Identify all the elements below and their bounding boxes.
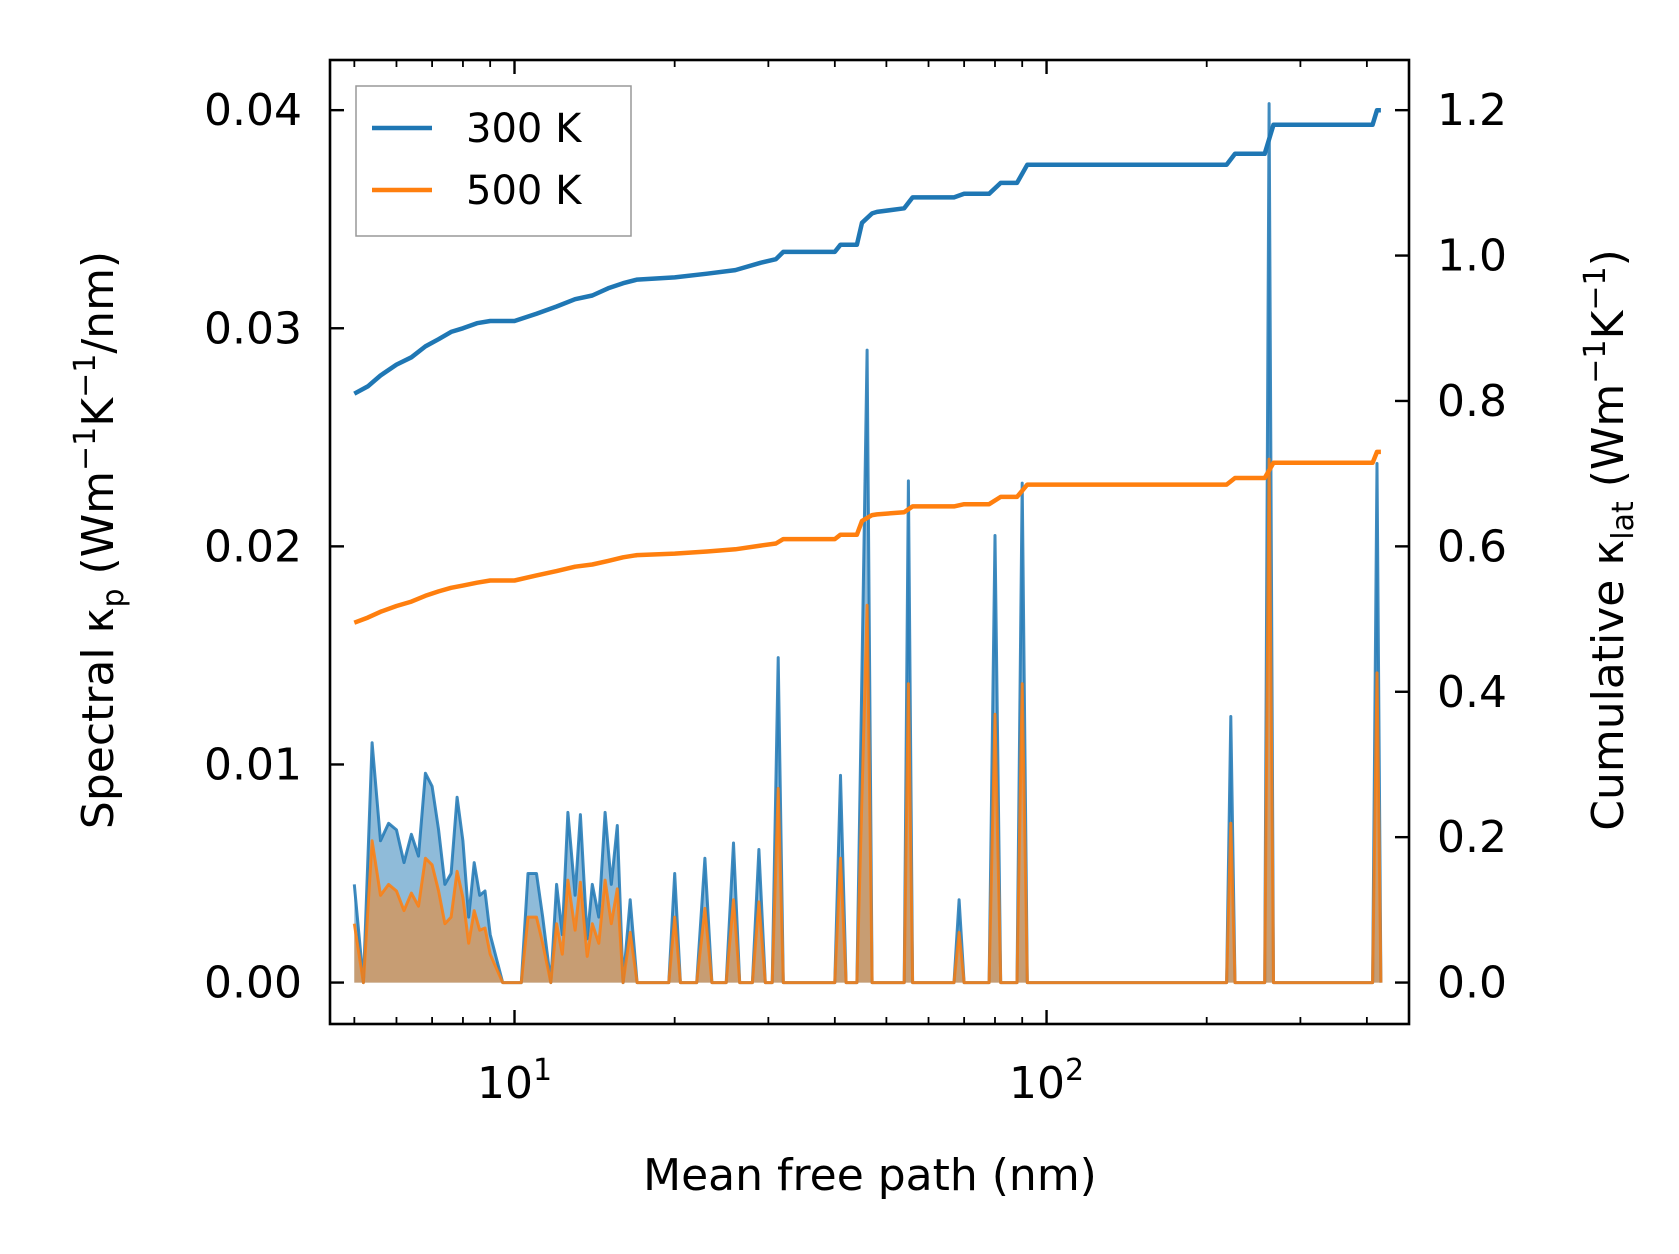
right-y-tick-label: 0.2	[1437, 812, 1507, 863]
right-y-tick-label: 0.8	[1437, 376, 1507, 427]
x-axis-ticks: 101 102	[353, 60, 1368, 1109]
legend-label-300k: 300 K	[466, 106, 583, 152]
right-y-tick-label: 1.2	[1437, 85, 1507, 136]
left-y-tick-label: 0.02	[204, 521, 302, 572]
x-tick-label: 102	[1009, 1053, 1084, 1109]
right-y-tick-label: 0.6	[1437, 521, 1507, 572]
right-axis-title: Cumulative κlat (Wm−1K−1)	[1578, 249, 1641, 831]
right-y-tick-label: 1.0	[1437, 231, 1507, 282]
left-y-tick-label: 0.03	[204, 303, 302, 354]
plot-frame	[328, 58, 1411, 1026]
legend-label-500k: 500 K	[466, 168, 583, 214]
legend: 300 K 500 K	[355, 85, 632, 237]
cumulative-line-500k	[353, 449, 1381, 625]
cumulative-line-300k	[353, 107, 1381, 396]
left-y-tick-label: 0.01	[204, 739, 302, 790]
spectral-lines	[352, 102, 1383, 985]
cumulative-lines	[353, 107, 1381, 625]
legend-box	[355, 85, 632, 237]
right-y-tick-label: 0.0	[1437, 958, 1507, 1009]
left-y-tick-label: 0.04	[204, 85, 302, 136]
left-axis-title: Spectral κp (Wm−1K−1/nm)	[68, 251, 131, 829]
right-y-tick-label: 0.4	[1437, 667, 1507, 718]
right-axis-ticks: 0.0 0.2 0.4 0.6 0.8 1.0 1.2	[1395, 85, 1507, 1009]
spectral-line-500k	[352, 457, 1383, 985]
x-axis-title: Mean free path (nm)	[643, 1150, 1097, 1201]
x-tick-label: 101	[477, 1053, 552, 1109]
left-axis-ticks: 0.00 0.01 0.02 0.03 0.04	[204, 85, 344, 1009]
left-y-tick-label: 0.00	[204, 958, 302, 1009]
